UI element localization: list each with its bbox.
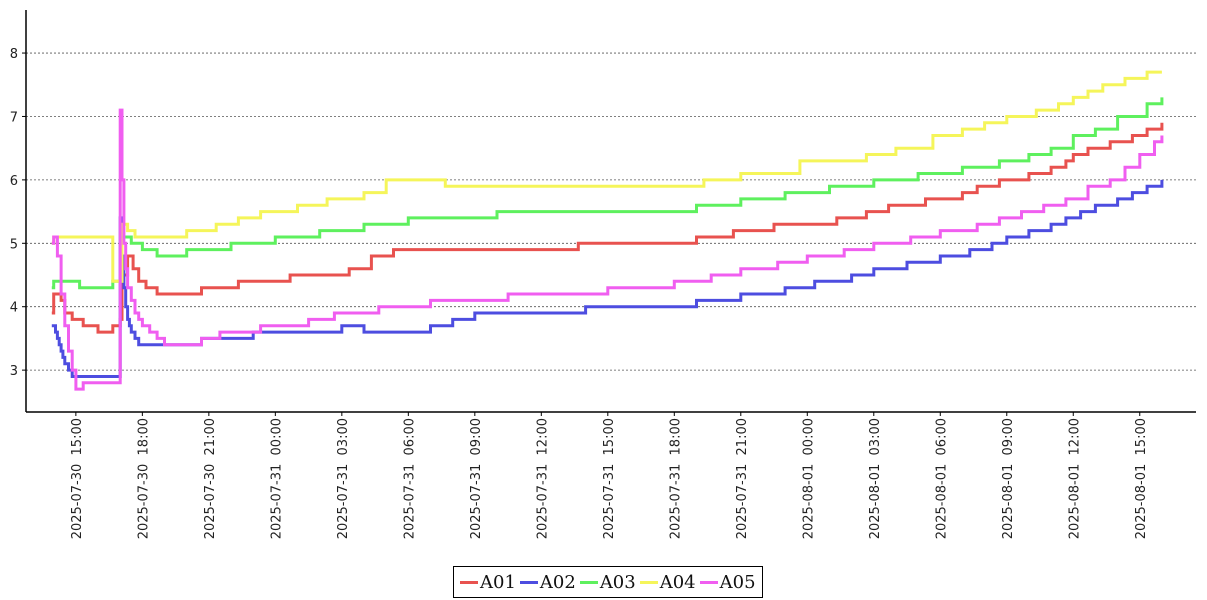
legend-swatch <box>639 580 658 584</box>
x-tick-label: 2025-07-31 06:00 <box>402 418 417 539</box>
legend-swatch <box>699 580 718 584</box>
legend: A01 A02 A03 A04 A05 <box>453 566 763 598</box>
x-tick-label: 2025-08-01 00:00 <box>801 418 816 539</box>
x-tick-label: 2025-07-30 15:00 <box>70 418 85 539</box>
y-tick-label: 3 <box>10 364 18 379</box>
x-tick-labels: 2025-07-30 15:00 2025-07-30 18:00 2025-07-… <box>70 412 1149 539</box>
y-tick-label: 8 <box>10 47 18 62</box>
series-line-a02 <box>51 179 1164 378</box>
legend-item-a05: A05 <box>699 571 756 593</box>
x-tick-label: 2025-07-31 12:00 <box>535 418 550 539</box>
x-tick-label: 2025-08-01 12:00 <box>1067 418 1082 539</box>
legend-item-a01: A01 <box>460 572 516 593</box>
legend-label: A03 <box>599 571 636 593</box>
y-tick-label: 4 <box>10 301 18 316</box>
legend-item-a04: A04 <box>639 571 696 593</box>
y-tick-label: 5 <box>10 237 18 252</box>
x-tick-label: 2025-07-31 09:00 <box>469 418 484 539</box>
legend-label: A01 <box>480 571 516 593</box>
legend-label: A02 <box>539 571 576 593</box>
series-line-a05 <box>51 108 1164 391</box>
legend-item-a02: A02 <box>519 571 576 593</box>
x-tick-label: 2025-07-31 03:00 <box>336 418 351 539</box>
x-tick-label: 2025-08-01 09:00 <box>1001 418 1016 539</box>
legend-label: A05 <box>719 571 756 593</box>
legend-swatch <box>519 580 538 584</box>
series-line-a04 <box>51 70 1162 283</box>
x-tick-label: 2025-07-31 18:00 <box>668 418 683 539</box>
legend-item-a03: A03 <box>579 571 636 593</box>
legend-label: A04 <box>659 571 696 593</box>
series-lines <box>51 70 1164 391</box>
x-tick-label: 2025-07-30 21:00 <box>203 418 218 539</box>
x-tick-label: 2025-07-31 00:00 <box>269 418 284 539</box>
x-tick-label: 2025-08-01 15:00 <box>1134 418 1149 539</box>
x-tick-label: 2025-07-30 18:00 <box>136 418 151 539</box>
y-tick-label: 7 <box>10 110 18 125</box>
x-tick-label: 2025-08-01 03:00 <box>868 418 883 539</box>
series-line-a01 <box>51 122 1164 334</box>
x-tick-label: 2025-08-01 06:00 <box>934 418 949 539</box>
x-tick-label: 2025-07-31 15:00 <box>602 418 617 539</box>
x-tick-label: 2025-07-31 21:00 <box>735 418 750 539</box>
axes <box>25 10 1196 413</box>
legend-swatch <box>460 580 478 584</box>
y-tick-label: 6 <box>10 174 18 189</box>
y-tick-labels: 3 4 5 6 7 8 <box>10 47 26 379</box>
series-line-a03 <box>51 97 1164 290</box>
legend-swatch <box>579 580 598 584</box>
